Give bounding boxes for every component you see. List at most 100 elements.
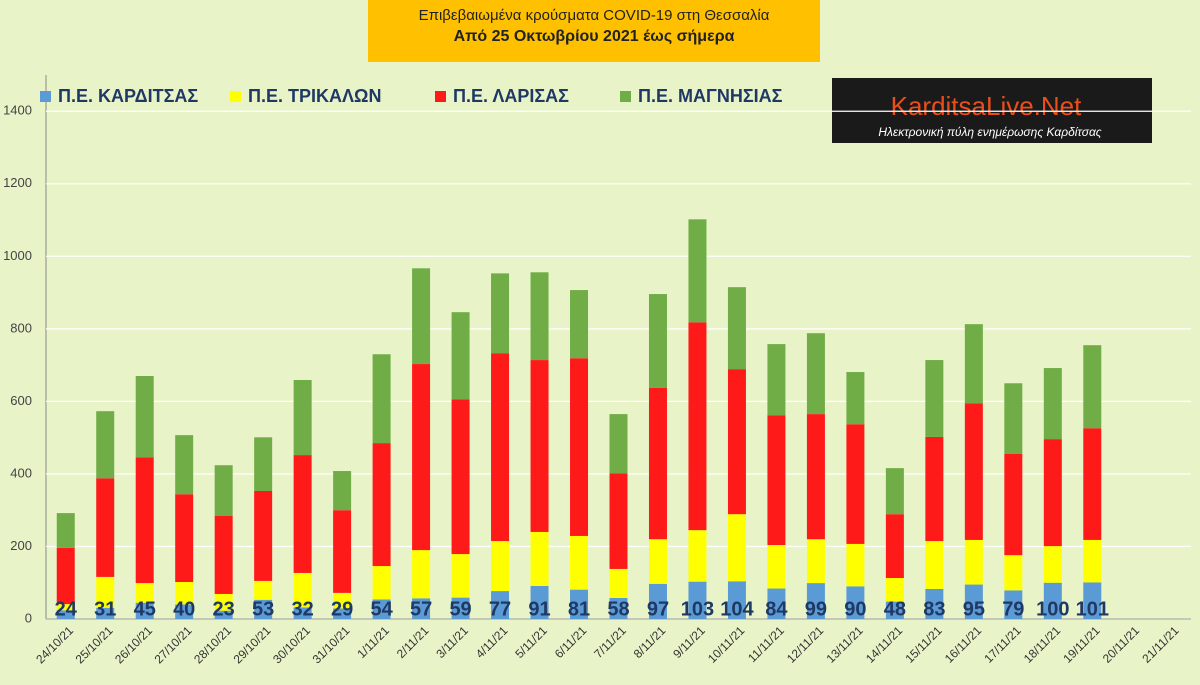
bar-segment — [491, 353, 510, 542]
bar-segment — [727, 369, 746, 515]
data-label: 45 — [134, 598, 156, 620]
y-tick-label: 1200 — [3, 175, 32, 190]
bar-segment — [372, 599, 391, 619]
bar-segment — [412, 364, 431, 551]
bar-segment — [333, 608, 352, 619]
bar-segment — [846, 586, 865, 619]
bar-segment — [254, 490, 273, 581]
legend-swatch — [620, 91, 631, 102]
bar-segment — [1043, 439, 1062, 547]
bar-segment — [727, 287, 746, 370]
data-label: 53 — [252, 598, 274, 620]
bar-segment — [56, 604, 75, 611]
bar-segment — [96, 478, 115, 577]
bar-segment — [570, 358, 589, 536]
bar-segment — [1043, 582, 1062, 619]
bar-segment — [56, 547, 75, 605]
data-label: 58 — [607, 598, 629, 620]
bar-segment — [1004, 555, 1023, 591]
bar-segment — [727, 514, 746, 582]
bar-segment — [96, 411, 115, 479]
bar-segment — [648, 539, 667, 584]
bar-segment — [925, 588, 944, 619]
bar-segment — [609, 597, 628, 619]
chart-title: Επιβεβαιωμένα κρούσματα COVID-19 στη Θεσ… — [419, 7, 770, 24]
data-label: 23 — [213, 598, 235, 620]
bar-segment — [214, 610, 233, 619]
bar-segment — [491, 541, 510, 592]
bar-segment — [254, 599, 273, 619]
bar-segment — [648, 294, 667, 388]
y-tick-label: 400 — [10, 465, 32, 480]
bar-segment — [412, 598, 431, 619]
bar-segment — [806, 414, 825, 540]
bar-segment — [609, 473, 628, 569]
data-label: 99 — [805, 598, 827, 620]
bar-segment — [964, 403, 983, 540]
data-label: 54 — [370, 598, 393, 620]
bar-segment — [806, 583, 825, 619]
bar-segment — [885, 601, 904, 619]
bar-segment — [570, 535, 589, 590]
bar-segment — [688, 322, 707, 531]
data-label: 103 — [681, 598, 714, 620]
bar-segment — [1043, 368, 1062, 440]
data-label: 24 — [55, 598, 78, 620]
bar-segment — [451, 399, 470, 555]
bar-segment — [648, 583, 667, 619]
data-label: 79 — [1002, 598, 1024, 620]
bar-segment — [56, 610, 75, 619]
bar-segment — [767, 415, 786, 546]
bar-segment — [846, 372, 865, 425]
bar-segment — [451, 554, 470, 598]
bar-segment — [372, 354, 391, 444]
data-label: 95 — [963, 598, 985, 620]
bar-segment — [135, 602, 154, 619]
bar-segment — [96, 607, 115, 619]
bar-segment — [885, 468, 904, 515]
bar-segment — [451, 597, 470, 619]
data-label: 84 — [765, 598, 788, 620]
bar-segment — [609, 568, 628, 598]
title-box — [368, 0, 820, 62]
data-label: 104 — [720, 598, 754, 620]
data-label: 91 — [528, 598, 550, 620]
bar-segment — [688, 219, 707, 323]
bar-segment — [648, 387, 667, 540]
bar-segment — [925, 541, 944, 589]
y-tick-label: 200 — [10, 538, 32, 553]
y-tick-label: 0 — [25, 610, 32, 625]
bar-segment — [530, 272, 549, 361]
logo-text: KarditsaLive.Net — [891, 91, 1083, 121]
legend-label: Π.Ε. ΚΑΡΔΙΤΣΑΣ — [58, 86, 198, 106]
data-label: 101 — [1076, 598, 1109, 620]
bar-segment — [1004, 590, 1023, 619]
data-label: 57 — [410, 598, 432, 620]
bar-segment — [254, 437, 273, 491]
bar-segment — [1043, 546, 1062, 583]
bar-segment — [214, 465, 233, 517]
bar-segment — [175, 604, 194, 619]
bar-segment — [372, 566, 391, 600]
logo — [832, 78, 1152, 143]
bar-segment — [214, 516, 233, 594]
bar-segment — [806, 539, 825, 584]
bar-segment — [530, 360, 549, 532]
bar-segment — [806, 333, 825, 415]
bar-segment — [254, 580, 273, 600]
bar-segment — [530, 585, 549, 619]
bar-segment — [885, 514, 904, 579]
data-label: 97 — [647, 598, 669, 620]
bar-segment — [688, 530, 707, 582]
data-label: 31 — [94, 598, 116, 620]
legend-label: Π.Ε. ΜΑΓΝΗΣΙΑΣ — [638, 86, 783, 106]
legend-swatch — [435, 91, 446, 102]
bar-segment — [570, 290, 589, 359]
data-label: 59 — [449, 598, 471, 620]
bar-segment — [491, 273, 510, 354]
bar-segment — [135, 583, 154, 603]
y-tick-label: 1400 — [3, 103, 32, 118]
data-label: 40 — [173, 598, 195, 620]
y-tick-label: 800 — [10, 320, 32, 335]
